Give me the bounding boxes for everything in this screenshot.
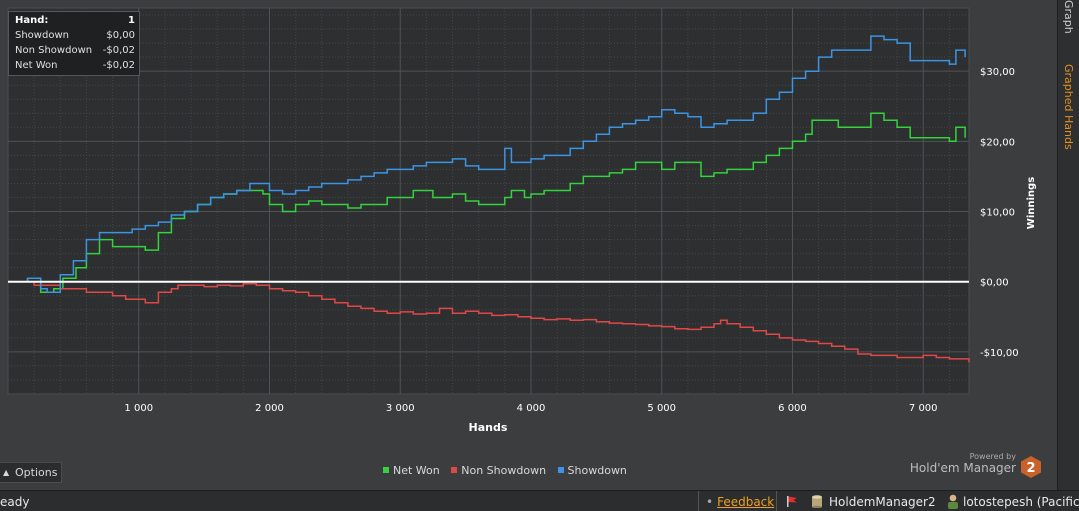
hm2-logo-icon: 2 [1021, 456, 1041, 478]
y-tick-label: -$10,00 [980, 348, 1019, 359]
tooltip-row-showdown: Showdown $0,00 [15, 30, 135, 44]
tooltip-hand-label: Hand: [15, 15, 49, 26]
winnings-chart: 1 000 2 000 3 000 4 000 5 000 6 000 7 000 $30,… [7, 7, 1037, 434]
x-tick-label: 3 000 [386, 403, 415, 414]
chart-legend: Net Won Non Showdown Showdown [383, 464, 635, 478]
tooltip-row-label: Non Showdown [15, 45, 93, 56]
brand-name: Hold'em Manager [909, 461, 1016, 475]
tooltip-header: Hand: 1 [15, 15, 135, 29]
y-tick-label: $30,00 [980, 67, 1015, 78]
player-avatar-icon [948, 494, 958, 509]
legend-item-non-showdown[interactable]: Non Showdown [451, 464, 546, 477]
tab-graphed-hands[interactable]: Graphed Hands [1062, 64, 1075, 150]
options-label: Options [15, 466, 58, 479]
y-tick-label: $20,00 [980, 137, 1015, 148]
legend-label: Net Won [393, 464, 440, 477]
legend-swatch-net-won [383, 467, 389, 473]
options-button[interactable]: ▲ Options [0, 462, 62, 483]
powered-by-text: Powered by [969, 452, 1016, 461]
status-separator [698, 491, 699, 511]
bullet-icon: • [706, 495, 714, 509]
grid-lines-major [8, 8, 969, 394]
series-line-non-showdown [8, 280, 970, 363]
y-axis-label: Winnings [1026, 177, 1037, 229]
x-tick-label: 6 000 [778, 403, 807, 414]
legend-item-net-won[interactable]: Net Won [383, 464, 440, 477]
status-bar: eady • Feedback HoldemManager2 lotostepes… [0, 490, 1079, 511]
hover-tooltip: Hand: 1 Showdown $0,00 Non Showdown -$0,… [8, 11, 140, 76]
y-tick-label: $0,00 [980, 278, 1009, 289]
tooltip-row-label: Showdown [15, 30, 69, 41]
database-label: HoldemManager2 [829, 495, 936, 509]
legend-item-showdown[interactable]: Showdown [557, 464, 627, 477]
tooltip-hand-value: 1 [128, 15, 135, 26]
x-tick-label: 7 000 [909, 403, 938, 414]
tab-graph[interactable]: Graph [1062, 0, 1075, 34]
logo-number: 2 [1026, 461, 1035, 476]
legend-label: Showdown [567, 464, 627, 477]
series-group [8, 35, 970, 363]
x-tick-label: 4 000 [517, 403, 546, 414]
player-label: lotostepesh (Pacific) [963, 495, 1079, 509]
x-tick-label: 2 000 [255, 403, 284, 414]
y-axis-ticks: $30,00 $20,00 $10,00 $0,00 -$10,00 [980, 67, 1019, 359]
plot-area [7, 7, 970, 395]
series-line-net-won [8, 112, 966, 293]
series-line-showdown [8, 35, 966, 293]
right-sidebar: Graph Graphed Hands [1057, 0, 1079, 490]
x-tick-label: 5 000 [647, 403, 676, 414]
tooltip-row-net-won: Net Won -$0,02 [15, 60, 135, 74]
status-separator [776, 491, 777, 511]
tooltip-row-non-showdown: Non Showdown -$0,02 [15, 45, 135, 59]
status-text: eady [0, 495, 30, 509]
x-axis-label: Hands [469, 421, 508, 434]
legend-swatch-non-showdown [451, 467, 458, 473]
x-tick-label: 1 000 [124, 403, 153, 414]
x-axis-ticks: 1 000 2 000 3 000 4 000 5 000 6 000 7 000 [124, 403, 937, 414]
tooltip-row-value: -$0,02 [102, 60, 135, 71]
feedback-link[interactable]: Feedback [717, 495, 775, 509]
y-tick-label: $10,00 [980, 208, 1015, 219]
flag-icon[interactable] [786, 496, 798, 507]
legend-label: Non Showdown [461, 464, 547, 477]
legend-swatch-showdown [557, 467, 564, 473]
feedback-area: • Feedback [706, 495, 774, 509]
database-icon [812, 495, 822, 508]
tooltip-row-value: -$0,02 [102, 45, 135, 56]
tooltip-row-label: Net Won [15, 60, 58, 71]
tooltip-row-value: $0,00 [106, 30, 135, 41]
chevron-up-icon: ▲ [3, 468, 10, 477]
